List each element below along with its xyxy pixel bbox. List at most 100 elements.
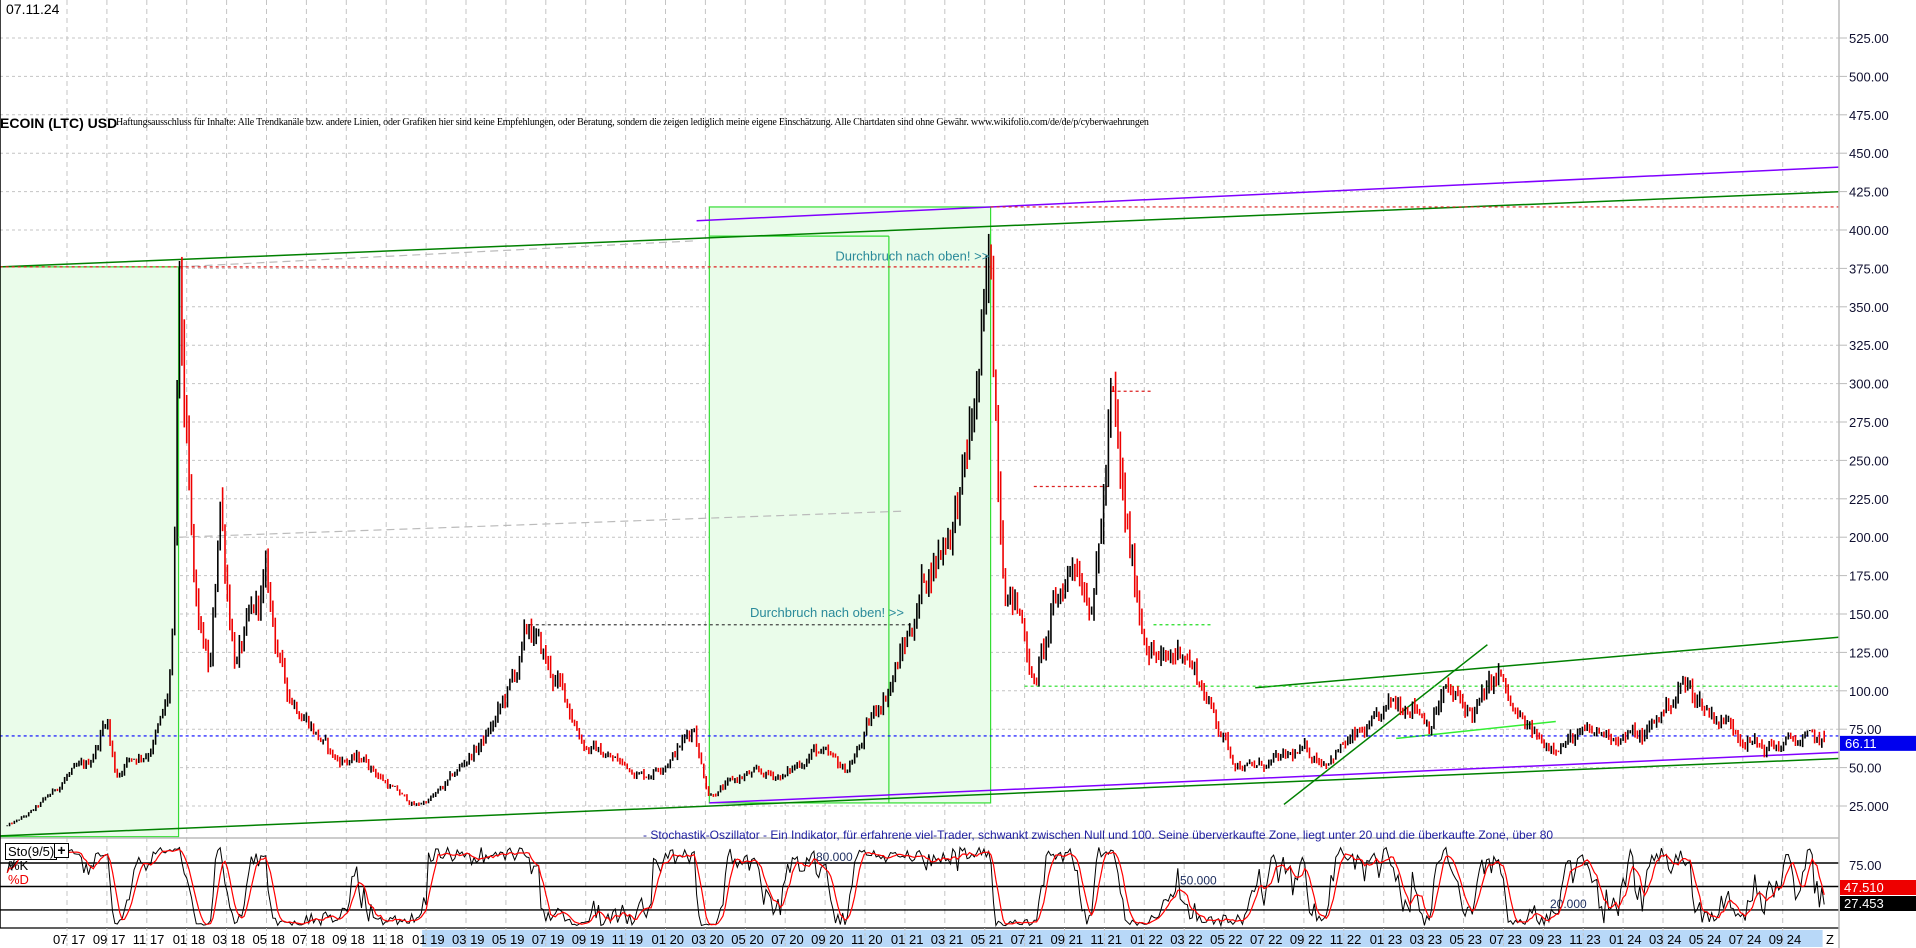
x-tick-label: 07 24 xyxy=(1729,932,1762,947)
y-tick-label: 350.00 xyxy=(1849,300,1889,315)
trendline xyxy=(1283,644,1488,806)
x-tick-label: 09 23 xyxy=(1529,932,1562,947)
x-tick-label: 05 18 xyxy=(253,932,286,947)
x-tick-label: 09 22 xyxy=(1290,932,1323,947)
legend-k: %K xyxy=(8,858,29,873)
trendline xyxy=(0,190,1842,268)
x-tick-label: 07 20 xyxy=(771,932,804,947)
stoch-d-line xyxy=(6,848,1825,926)
x-tick-label: 11 22 xyxy=(1330,932,1362,947)
x-tick-label: 01 21 xyxy=(891,932,924,947)
x-tick-label: 03 22 xyxy=(1170,932,1203,947)
y-tick-label: 425.00 xyxy=(1849,185,1889,200)
d-value-label: 47.510 xyxy=(1844,880,1884,895)
y-tick-label: 375.00 xyxy=(1849,261,1889,276)
x-tick-label: 03 23 xyxy=(1410,932,1443,947)
y-tick-label: 400.00 xyxy=(1849,223,1889,238)
stoch-y-tick-label: 75.00 xyxy=(1849,858,1882,873)
x-tick-label: 09 17 xyxy=(93,932,126,947)
y-tick-label: 450.00 xyxy=(1849,146,1889,161)
x-tick-label: 05 24 xyxy=(1689,932,1722,947)
x-tick-label: 01 23 xyxy=(1370,932,1403,947)
add-indicator-button[interactable]: + xyxy=(54,843,69,858)
annotation-label: Durchbruch nach oben! >> xyxy=(835,249,989,264)
x-tick-label: 03 20 xyxy=(691,932,724,947)
disclaimer-text: Haftungsausschluss für Inhalte: Alle Tre… xyxy=(116,117,1149,128)
x-tick-label: 03 18 xyxy=(213,932,246,947)
stoch-level-label: 80.000 xyxy=(816,850,853,864)
y-tick-label: 150.00 xyxy=(1849,607,1889,622)
y-tick-label: 525.00 xyxy=(1849,31,1889,46)
x-tick-label: 11 23 xyxy=(1569,932,1601,947)
y-tick-label: 200.00 xyxy=(1849,530,1889,545)
x-tick-label: 01 24 xyxy=(1609,932,1642,947)
x-tick-label: 07 17 xyxy=(53,932,86,947)
price-axis-panel xyxy=(1839,0,1916,948)
y-tick-label: 250.00 xyxy=(1849,453,1889,468)
x-tick-label: 07 21 xyxy=(1011,932,1044,947)
trendline xyxy=(709,751,1842,804)
y-tick-label: 225.00 xyxy=(1849,492,1889,507)
stoch-level-label: 20.000 xyxy=(1550,897,1587,911)
annotation-label: Durchbruch nach oben! >> xyxy=(750,605,904,620)
trendline xyxy=(178,240,697,268)
x-tick-label: 01 22 xyxy=(1130,932,1163,947)
x-tick-label: 01 19 xyxy=(412,932,445,947)
price-series xyxy=(6,233,1825,827)
x-tick-label: 11 21 xyxy=(1090,932,1122,947)
y-tick-label: 175.00 xyxy=(1849,569,1889,584)
x-tick-label: 07 18 xyxy=(292,932,325,947)
x-tick-label: 03 21 xyxy=(931,932,964,947)
y-tick-label: 50.00 xyxy=(1849,761,1882,776)
x-tick-label: 09 18 xyxy=(332,932,365,947)
x-tick-label: 09 24 xyxy=(1769,932,1802,947)
x-tick-label: 05 19 xyxy=(492,932,525,947)
x-axis-end-label: Z xyxy=(1826,932,1834,947)
x-tick-label: 11 17 xyxy=(133,932,165,947)
y-tick-label: 475.00 xyxy=(1849,108,1889,123)
x-tick-label: 07 19 xyxy=(532,932,565,947)
trendline xyxy=(696,166,1842,222)
x-tick-label: 05 20 xyxy=(731,932,764,947)
y-tick-label: 300.00 xyxy=(1849,377,1889,392)
y-tick-label: 325.00 xyxy=(1849,338,1889,353)
x-tick-label: 09 21 xyxy=(1051,932,1084,947)
x-tick-label: 05 22 xyxy=(1210,932,1243,947)
x-tick-label: 11 18 xyxy=(372,932,404,947)
x-tick-label: 07 22 xyxy=(1250,932,1283,947)
stoch-level-label: 50.000 xyxy=(1180,873,1217,887)
chart-date: 07.11.24 xyxy=(6,1,60,17)
x-tick-label: 03 24 xyxy=(1649,932,1682,947)
trendline xyxy=(1255,636,1842,689)
stochastic-note: - Stochastik-Oszillator - Ein Indikator,… xyxy=(643,828,1554,842)
last-price-label: 66.11 xyxy=(1845,736,1877,751)
x-tick-label: 05 23 xyxy=(1450,932,1483,947)
x-tick-label: 03 19 xyxy=(452,932,485,947)
x-tick-label: 11 19 xyxy=(612,932,644,947)
y-tick-label: 275.00 xyxy=(1849,415,1889,430)
trendline xyxy=(178,510,905,538)
y-tick-label: 75.00 xyxy=(1849,722,1882,737)
x-tick-label: 09 19 xyxy=(572,932,605,947)
x-axis-highlight xyxy=(422,930,1823,947)
y-tick-label: 500.00 xyxy=(1849,69,1889,84)
y-tick-label: 100.00 xyxy=(1849,684,1889,699)
x-tick-label: 01 20 xyxy=(652,932,685,947)
d-value-badge xyxy=(1840,880,1916,895)
legend-d: %D xyxy=(8,872,29,887)
last-price-badge xyxy=(1840,735,1916,751)
y-tick-label: 125.00 xyxy=(1849,645,1889,660)
k-value-badge xyxy=(1840,896,1916,911)
k-value-label: 27.453 xyxy=(1844,896,1884,911)
x-tick-label: 09 20 xyxy=(811,932,844,947)
x-tick-label: 07 23 xyxy=(1489,932,1522,947)
y-tick-label: 25.000 xyxy=(1849,799,1889,814)
trendline xyxy=(0,757,1842,837)
x-tick-label: 11 20 xyxy=(851,932,883,947)
x-tick-label: 05 21 xyxy=(971,932,1004,947)
chart-title: ECOIN (LTC) USD xyxy=(0,115,118,131)
shaded-zone xyxy=(708,206,992,804)
shaded-zone xyxy=(0,266,180,838)
x-tick-label: 01 18 xyxy=(173,932,206,947)
